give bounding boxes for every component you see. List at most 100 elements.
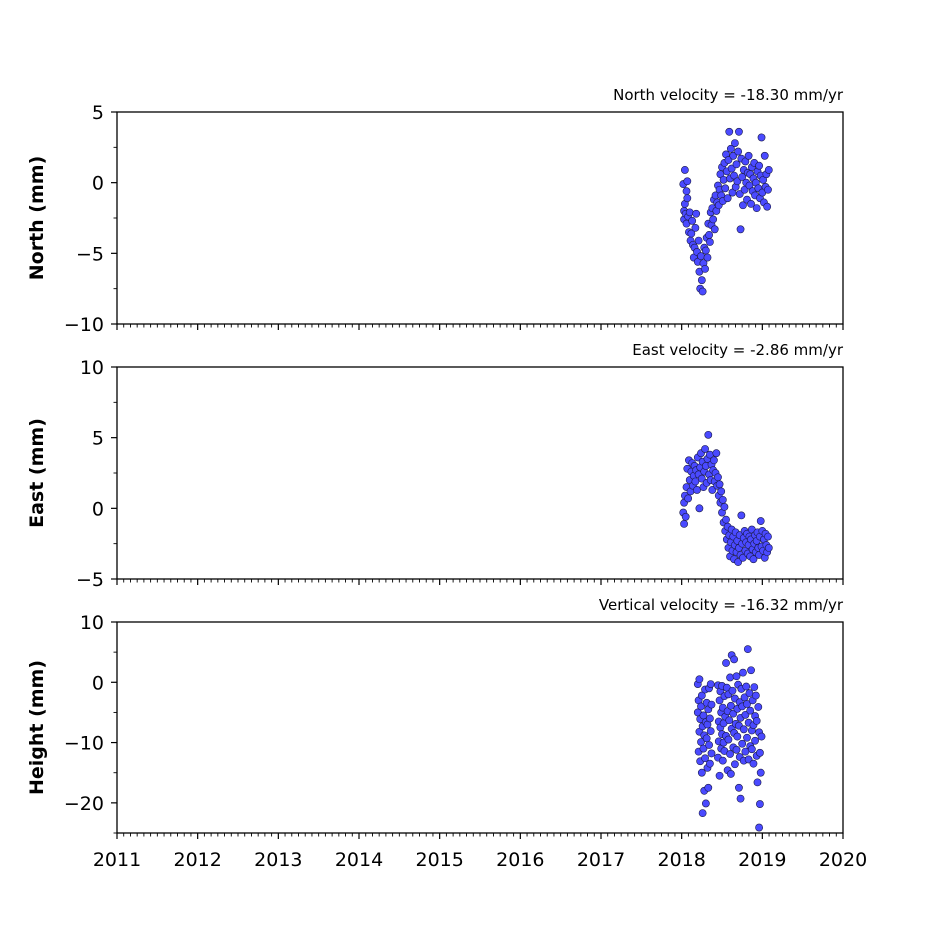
height-data-point [755,823,764,832]
north-data-point [755,161,764,170]
north-data-point [692,209,701,218]
east-data-point [691,477,700,486]
north-data-point [701,246,710,255]
north-data-point [694,236,703,245]
height-data-point [699,744,708,753]
height-data-point [753,778,762,787]
east-data-point [714,473,722,482]
east-data-point [718,495,727,504]
height-data-point [706,680,715,688]
north-data-point [703,253,712,262]
x-tick-label: 2015 [415,849,463,871]
north-data-point [763,202,772,211]
height-data-point [707,700,716,709]
height-data-point [752,716,761,725]
north-panel: −10 −5 0 5 North velocity = -18.30 mm/yr No… [26,86,844,336]
north-data-point [683,194,692,203]
height-data-point [728,686,737,695]
height-data-point [739,668,747,677]
height-axes-frame [116,621,844,834]
north-data-point [764,166,773,174]
height-y-tick-label: 10 [80,612,104,634]
height-data-point [739,725,748,734]
height-data-point [725,716,734,725]
x-tick-label: 2017 [577,849,625,871]
east-data-point [715,480,724,489]
height-data-point [726,770,735,778]
height-data-point [726,673,734,682]
east-data-point [684,494,693,503]
north-data-point [721,184,730,193]
height-y-tick-label: −20 [64,793,104,815]
north-data-point [709,215,718,224]
north-data-point [731,139,739,147]
north-data-point [688,216,697,225]
north-axis-ticks: −10 −5 0 5 [64,102,844,336]
east-data-point [693,486,701,494]
east-y-tick-label: 5 [92,428,104,450]
north-data-point [744,151,753,160]
north-data-point [752,204,761,213]
height-data-point [699,711,708,720]
height-data-point [706,759,714,768]
east-data-point [756,517,765,525]
height-data-point [706,714,714,723]
north-data-point [725,127,734,136]
height-data-point [726,701,735,710]
east-data-point [737,511,746,520]
east-panel: −5 0 5 10 East velocity = -2.86 mm/yr East … [26,341,844,591]
height-data-point [754,703,763,711]
height-data-point [742,682,751,691]
north-data-point [691,223,700,232]
east-data-point [704,430,713,439]
north-data-point [734,147,743,156]
x-tick-label: 2011 [93,849,141,871]
height-data-point [701,754,709,763]
east-axes-frame [116,366,844,580]
height-data-point [746,706,755,715]
east-axis-label: East (mm) [26,418,48,528]
north-y-tick-label: 0 [92,173,104,195]
east-data-point [710,456,718,465]
height-data-point [724,735,733,744]
height-data-point [756,768,765,777]
north-data-point [701,264,709,273]
height-data-point [731,760,739,769]
x-tick-label: 2018 [657,849,705,871]
east-axis-ticks: −5 0 5 10 [76,357,844,591]
height-data-point [705,741,713,749]
height-y-tick-label: 0 [92,672,104,694]
north-data-point [732,160,741,169]
north-axis-label: North (mm) [26,156,48,281]
height-data-point [756,800,764,808]
x-tick-label: 2020 [819,849,867,871]
height-data-point [706,727,715,736]
height-data-point [751,736,759,745]
height-panel: 2011 2012 2013 2014 2015 2016 2017 2018 2019 2020… [26,596,867,871]
height-y-tick-label: −10 [64,733,104,755]
east-data-point [764,532,772,541]
north-data-point [705,231,713,239]
north-data-point [698,287,707,296]
height-scatter-points [693,645,766,832]
height-data-point [701,799,710,808]
east-data-point [712,449,721,458]
height-data-point [743,700,751,708]
north-y-tick-label: 5 [92,102,104,124]
north-axes-frame [116,111,844,325]
north-data-point [680,166,689,174]
east-scatter-points [679,430,773,566]
height-data-point [718,756,727,765]
east-data-point [717,487,726,496]
north-scatter-points [679,127,773,296]
height-data-point [698,809,707,818]
north-data-point [685,208,694,217]
height-data-point [733,732,742,741]
north-data-point [706,238,714,246]
height-data-point [747,666,755,675]
height-data-point [732,672,741,681]
north-data-point [723,194,732,203]
height-data-point [738,739,747,748]
height-data-point [715,771,724,780]
